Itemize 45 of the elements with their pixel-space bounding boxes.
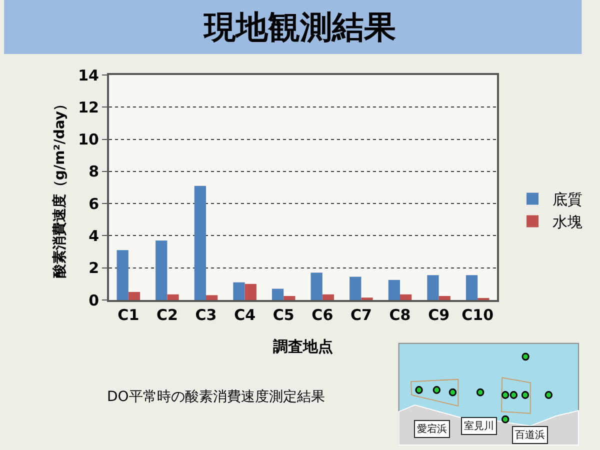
legend-label: 底質	[552, 190, 583, 209]
x-tick-label: C5	[272, 306, 294, 324]
x-tick-label: C1	[118, 306, 140, 324]
text: DO平常時の酸素消費速度測定結果	[107, 389, 325, 405]
y-tick-label: 2	[88, 259, 99, 278]
x-tick-label: C6	[312, 306, 334, 324]
bar	[310, 272, 322, 300]
bar	[128, 292, 140, 300]
bar	[206, 295, 218, 300]
bar	[272, 288, 284, 300]
x-tick-label: C7	[350, 306, 372, 324]
x-tick-label: C4	[234, 306, 256, 324]
bar	[167, 294, 179, 300]
bar	[233, 282, 245, 300]
bar	[284, 296, 296, 300]
bar	[350, 276, 362, 300]
x-tick-label: C10	[462, 306, 494, 324]
bar	[194, 186, 206, 300]
text: 室見川	[464, 420, 494, 432]
y-tick-label: 4	[88, 226, 99, 245]
bar	[156, 240, 168, 300]
bar	[244, 284, 256, 300]
text: 百道浜	[515, 429, 545, 441]
y-tick-label: 8	[88, 162, 99, 181]
y-tick-label: 0	[88, 291, 99, 310]
x-tick-label: C9	[428, 306, 450, 324]
y-tick-label: 12	[78, 98, 99, 116]
x-axis-title: 調査地点	[273, 338, 333, 356]
bar	[427, 275, 439, 300]
bar	[466, 275, 478, 300]
bar	[438, 296, 450, 300]
y-tick-label: 6	[88, 194, 99, 213]
bar	[388, 280, 400, 300]
y-axis-title: 酸素消費速度（g/m²/day）	[51, 96, 68, 278]
bar	[400, 294, 412, 300]
x-tick-label: C3	[195, 306, 217, 324]
y-tick-label: 10	[78, 130, 99, 149]
bar	[116, 250, 128, 300]
legend-label: 水塊	[552, 213, 583, 232]
x-tick-label: C2	[156, 306, 178, 324]
x-tick-label: C8	[389, 306, 411, 324]
y-tick-label: 14	[78, 66, 99, 84]
text: 愛宕浜	[417, 423, 447, 435]
bar	[322, 294, 334, 300]
chart-title: 現地観測結果	[203, 8, 396, 46]
